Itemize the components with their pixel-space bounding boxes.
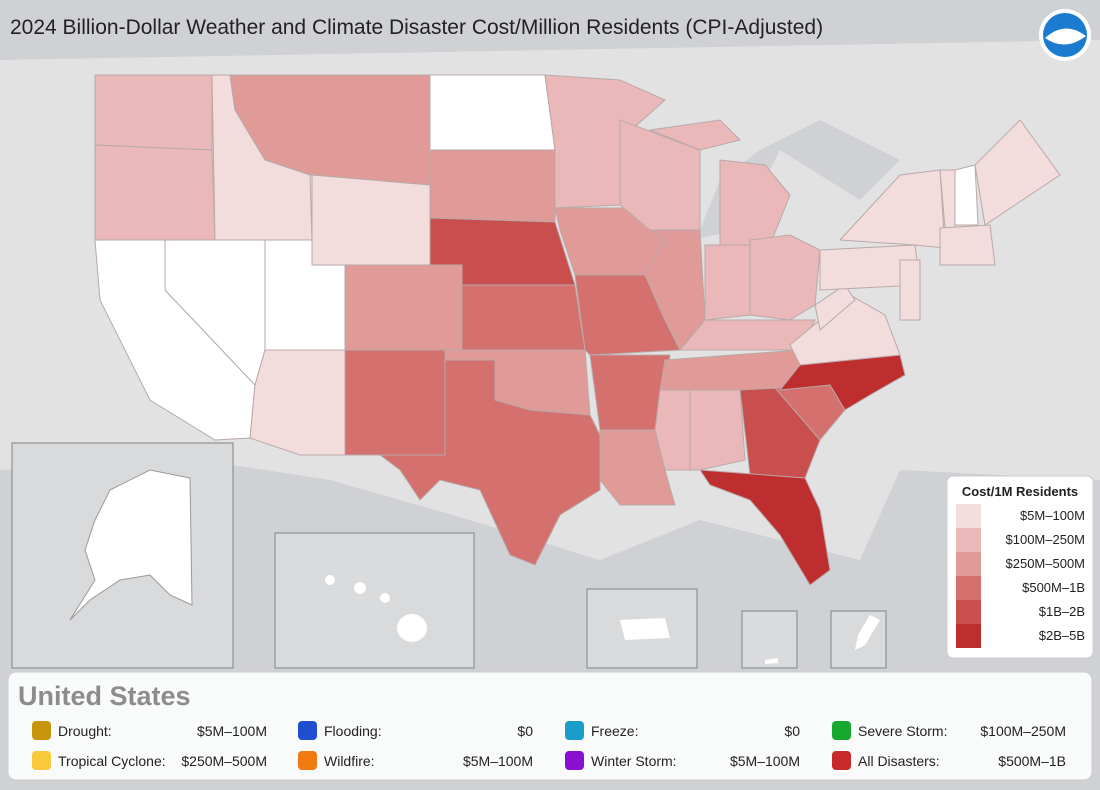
hazard-icon (832, 721, 851, 740)
state[interactable] (344, 349, 446, 456)
legend-label: $250M–500M (1006, 556, 1086, 571)
legend-swatch (956, 624, 981, 648)
state[interactable] (814, 284, 856, 331)
state[interactable] (678, 319, 816, 351)
legend-swatch (956, 576, 981, 600)
legend-swatch (956, 528, 981, 552)
legend-title: Cost/1M Residents (962, 484, 1078, 499)
state[interactable] (939, 224, 996, 266)
state[interactable] (94, 144, 216, 241)
state[interactable] (429, 149, 556, 223)
state[interactable] (311, 174, 431, 266)
hazard-label: Drought: (58, 723, 112, 739)
legend-label: $1B–2B (1039, 604, 1085, 619)
legend-swatch (956, 504, 981, 528)
hazard-value: $0 (517, 723, 533, 739)
state[interactable] (344, 264, 463, 351)
noaa-logo-bird (1045, 28, 1086, 45)
hazard-label: Freeze: (591, 723, 638, 739)
hazard-value: $100M–250M (980, 723, 1066, 739)
hazard-value: $5M–100M (730, 753, 800, 769)
state[interactable] (739, 387, 821, 479)
legend-swatch (956, 600, 981, 624)
hazard-value: $250M–500M (181, 753, 267, 769)
state[interactable] (704, 244, 751, 321)
hazard-label: All Disasters: (858, 753, 940, 769)
legend-label: $500M–1B (1022, 580, 1085, 595)
state[interactable] (899, 259, 921, 321)
hazard-icon (298, 721, 317, 740)
hazard-label: Wildfire: (324, 753, 375, 769)
state[interactable] (699, 469, 831, 586)
state[interactable] (749, 234, 821, 321)
state[interactable] (648, 119, 741, 151)
legend-label: $2B–5B (1039, 628, 1085, 643)
hazard-label: Flooding: (324, 723, 382, 739)
state[interactable] (654, 389, 691, 471)
hazard-value: $500M–1B (998, 753, 1066, 769)
hazard-value: $5M–100M (197, 723, 267, 739)
state[interactable] (94, 74, 213, 151)
hazard-icon (565, 721, 584, 740)
alaska (69, 469, 193, 621)
legend-label: $5M–100M (1020, 508, 1085, 523)
state[interactable] (644, 229, 706, 351)
state[interactable] (719, 159, 791, 246)
state[interactable] (838, 169, 946, 249)
legend-label: $100M–250M (1006, 532, 1086, 547)
virgin-islands (765, 658, 778, 664)
state[interactable] (378, 359, 601, 566)
legend-swatch (956, 552, 981, 576)
hazard-value: $5M–100M (463, 753, 533, 769)
hazard-icon (298, 751, 317, 770)
hazard-icon (832, 751, 851, 770)
hazard-label: Tropical Cyclone: (58, 753, 166, 769)
hazard-icon (32, 751, 51, 770)
guam (855, 615, 880, 650)
hawaii (325, 575, 427, 642)
lakes (640, 120, 900, 250)
state[interactable] (689, 389, 746, 471)
state[interactable] (249, 349, 346, 456)
state[interactable] (429, 74, 556, 151)
hawaii-inset (274, 532, 475, 669)
hazard-icon (565, 751, 584, 770)
legend-box (946, 475, 1094, 659)
hazard-label: Severe Storm: (858, 723, 947, 739)
puerto-rico (620, 618, 670, 640)
state[interactable] (974, 119, 1061, 226)
title: 2024 Billion-Dollar Weather and Climate … (10, 16, 823, 39)
virgin-islands-inset (741, 610, 798, 669)
state[interactable] (954, 164, 979, 226)
state[interactable] (461, 284, 586, 351)
hazard-value: $0 (784, 723, 800, 739)
hazard-icon (32, 721, 51, 740)
summary-title: United States (18, 681, 191, 711)
hazard-label: Winter Storm: (591, 753, 677, 769)
summary-panel (7, 671, 1093, 781)
